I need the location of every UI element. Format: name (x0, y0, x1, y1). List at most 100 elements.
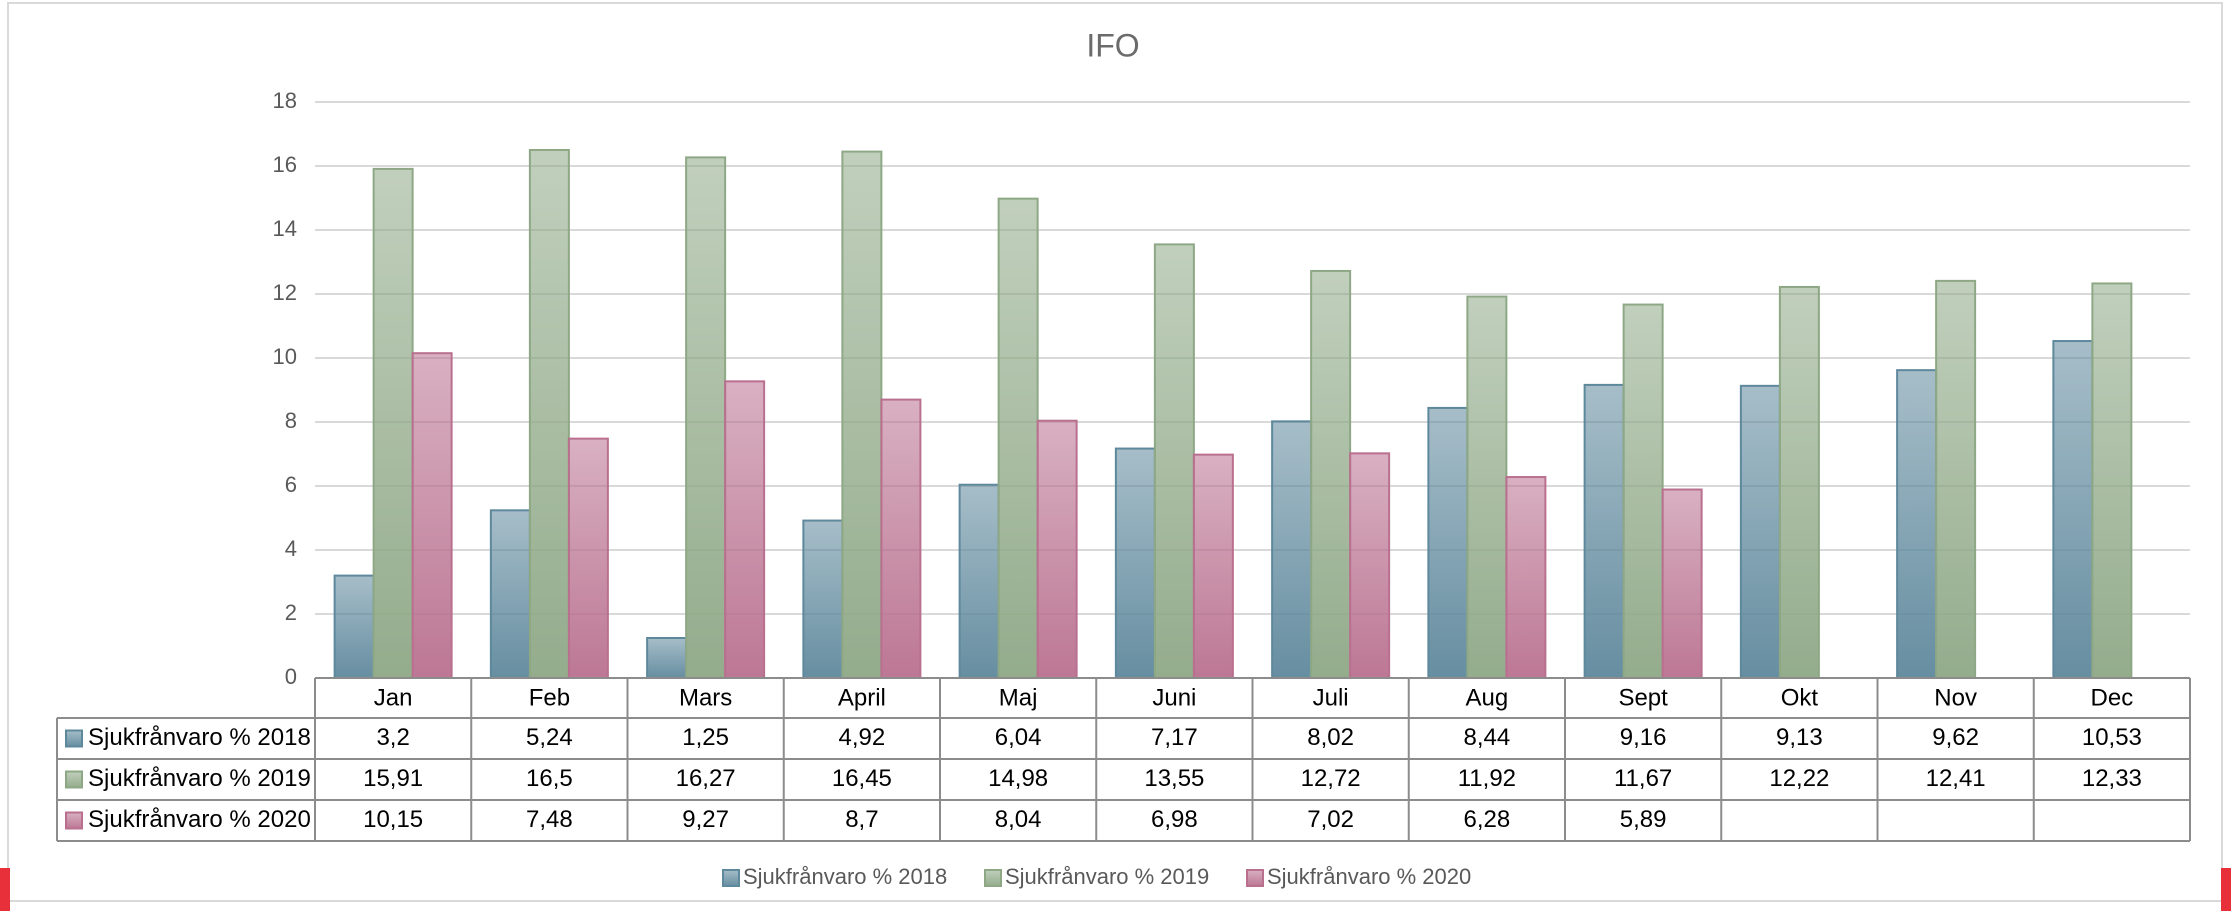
x-tick-label: Mars (679, 684, 732, 711)
x-tick-label: Nov (1934, 684, 1977, 711)
table-cell: 13,55 (1144, 765, 1204, 792)
y-tick-label: 12 (273, 280, 297, 305)
bar (372, 167, 414, 679)
bar (1505, 476, 1547, 680)
table-cell: 6,04 (995, 724, 1042, 751)
table-cell: 6,98 (1151, 806, 1198, 833)
x-tick-label: April (838, 684, 886, 711)
table-cell: 12,33 (2082, 765, 2142, 792)
x-tick-label: Juli (1313, 684, 1349, 711)
table-cell: 10,15 (363, 806, 423, 833)
table-cell: 16,45 (832, 765, 892, 792)
table-cell: 4,92 (839, 724, 886, 751)
table-cell: 16,5 (526, 765, 573, 792)
bar (724, 380, 766, 679)
legend-label: Sjukfrånvaro % 2019 (1005, 864, 1209, 889)
table-cell: 8,44 (1464, 724, 1511, 751)
table-cell: 1,25 (682, 724, 729, 751)
table-row-label: Sjukfrånvaro % 2019 (88, 765, 311, 792)
bar (1661, 488, 1703, 679)
bar (1036, 419, 1078, 679)
table-cell: 15,91 (363, 765, 423, 792)
bar (958, 483, 1000, 679)
table-cell: 9,62 (1932, 724, 1979, 751)
x-tick-label: Juni (1152, 684, 1196, 711)
bar (1427, 406, 1469, 679)
y-tick-label: 4 (285, 536, 297, 561)
table-cell: 3,2 (376, 724, 409, 751)
table-cell: 11,92 (1458, 765, 1516, 792)
table-cell: 9,16 (1620, 724, 1667, 751)
table-cell: 12,72 (1301, 765, 1361, 792)
bar (333, 574, 375, 679)
bar (1739, 384, 1781, 679)
bar (528, 149, 570, 679)
bar (802, 519, 844, 679)
chart-title: IFO (1086, 27, 1139, 63)
bar (685, 156, 727, 680)
bar (2052, 340, 2094, 679)
edge-marker (2221, 868, 2231, 911)
table-row-label: Sjukfrånvaro % 2020 (88, 806, 311, 833)
bar (1583, 383, 1625, 679)
x-tick-label: Feb (529, 684, 570, 711)
bar (880, 398, 922, 679)
y-tick-label: 18 (273, 88, 297, 113)
table-cell: 9,13 (1776, 724, 1823, 751)
table-row-label: Sjukfrånvaro % 2018 (88, 724, 311, 751)
table-cell: 12,41 (1926, 765, 1986, 792)
y-tick-label: 0 (285, 664, 297, 689)
bar (1622, 303, 1664, 679)
y-tick-label: 16 (273, 152, 297, 177)
x-tick-label: Aug (1466, 684, 1509, 711)
bar (841, 150, 883, 680)
table-cell: 7,02 (1307, 806, 1354, 833)
legend-key (1246, 869, 1264, 887)
table-cell: 8,7 (845, 806, 878, 833)
bar (646, 637, 688, 679)
bar (1310, 269, 1352, 679)
table-cell: 10,53 (2082, 724, 2142, 751)
y-tick-label: 8 (285, 408, 297, 433)
table-cell: 7,17 (1151, 724, 1198, 751)
bar (1778, 285, 1820, 679)
table-cell: 16,27 (676, 765, 736, 792)
table-cell: 14,98 (988, 765, 1048, 792)
table-legend-key (65, 811, 83, 830)
bar (1935, 279, 1977, 679)
bar (1153, 243, 1195, 679)
bar (1271, 420, 1313, 679)
table-cell: 12,22 (1769, 765, 1829, 792)
y-tick-label: 10 (273, 344, 297, 369)
table-cell: 9,27 (682, 806, 729, 833)
table-legend-key (65, 729, 83, 748)
bar (2091, 282, 2133, 679)
bar (1349, 452, 1391, 679)
x-tick-label: Sept (1618, 684, 1668, 711)
x-tick-label: Maj (999, 684, 1038, 711)
x-tick-label: Jan (374, 684, 413, 711)
x-tick-label: Dec (2091, 684, 2134, 711)
y-tick-label: 6 (285, 472, 297, 497)
bar (1192, 453, 1234, 680)
legend-key (984, 869, 1002, 887)
bar (489, 509, 531, 679)
table-cell: 8,04 (995, 806, 1042, 833)
table-cell: 6,28 (1464, 806, 1511, 833)
legend-label: Sjukfrånvaro % 2020 (1267, 864, 1471, 889)
table-cell: 11,67 (1614, 765, 1672, 792)
edge-marker (0, 868, 10, 911)
bar (411, 352, 453, 679)
bar (1466, 295, 1508, 679)
bar (1896, 369, 1938, 679)
table-cell: 5,24 (526, 724, 573, 751)
y-tick-label: 14 (273, 216, 297, 241)
table-cell: 5,89 (1620, 806, 1667, 833)
bar (1114, 447, 1156, 679)
legend-label: Sjukfrånvaro % 2018 (743, 864, 947, 889)
bar (997, 197, 1039, 679)
table-legend-key (65, 770, 83, 789)
bar (567, 437, 609, 680)
y-tick-label: 2 (285, 600, 297, 625)
